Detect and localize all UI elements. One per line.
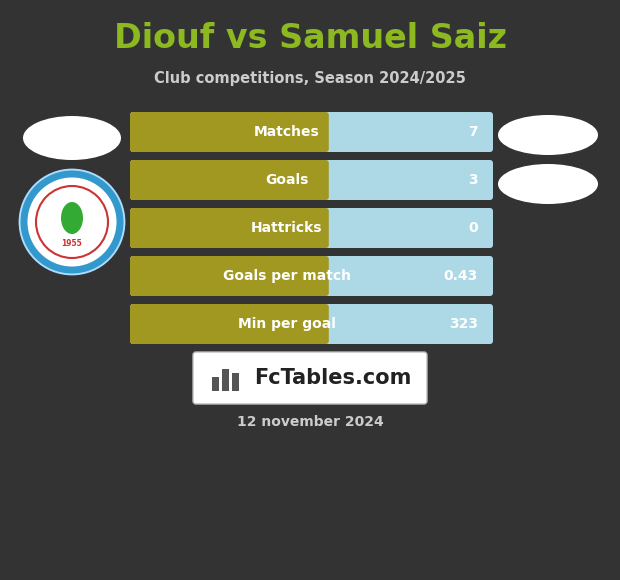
Text: FcTables.com: FcTables.com: [254, 368, 412, 388]
FancyBboxPatch shape: [130, 112, 329, 152]
Text: 0: 0: [468, 221, 478, 235]
Text: 323: 323: [449, 317, 478, 331]
Text: Goals: Goals: [265, 173, 308, 187]
Ellipse shape: [498, 164, 598, 204]
Text: 1955: 1955: [61, 240, 82, 248]
FancyBboxPatch shape: [130, 256, 329, 296]
FancyBboxPatch shape: [130, 208, 493, 248]
Bar: [222, 369, 229, 391]
FancyBboxPatch shape: [130, 160, 329, 200]
Text: Min per goal: Min per goal: [237, 317, 335, 331]
FancyBboxPatch shape: [130, 208, 329, 248]
Ellipse shape: [498, 115, 598, 155]
Ellipse shape: [61, 202, 83, 234]
FancyBboxPatch shape: [130, 160, 493, 200]
Text: Hattricks: Hattricks: [250, 221, 322, 235]
Text: 0.43: 0.43: [444, 269, 478, 283]
Text: Matches: Matches: [254, 125, 319, 139]
Circle shape: [20, 170, 124, 274]
FancyBboxPatch shape: [130, 304, 493, 344]
Text: 3: 3: [468, 173, 478, 187]
FancyBboxPatch shape: [130, 304, 329, 344]
Bar: [212, 377, 219, 391]
FancyBboxPatch shape: [130, 112, 493, 152]
Circle shape: [24, 174, 120, 270]
Bar: [232, 373, 239, 391]
Text: 12 november 2024: 12 november 2024: [237, 415, 383, 429]
Text: Club competitions, Season 2024/2025: Club competitions, Season 2024/2025: [154, 71, 466, 85]
FancyBboxPatch shape: [130, 256, 493, 296]
FancyBboxPatch shape: [193, 352, 427, 404]
Text: Goals per match: Goals per match: [223, 269, 350, 283]
Text: Diouf vs Samuel Saiz: Diouf vs Samuel Saiz: [113, 21, 507, 55]
Ellipse shape: [23, 116, 121, 160]
Text: 7: 7: [468, 125, 478, 139]
Circle shape: [34, 184, 110, 260]
